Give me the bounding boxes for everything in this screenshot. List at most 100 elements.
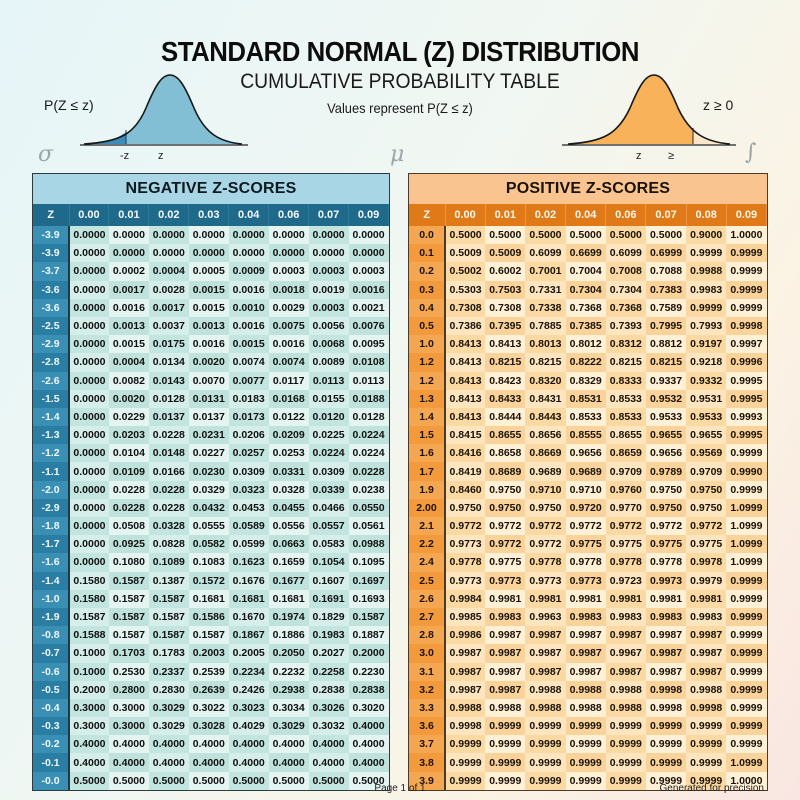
probability-cell: 0.0016 [188,335,229,354]
probability-cell: 0.9999 [485,717,526,736]
probability-cell: 0.7995 [645,316,687,336]
probability-cell: 0.9531 [686,389,727,408]
z-value-cell: -2.9 [33,335,70,354]
probability-cell: 0.8658 [485,444,526,463]
probability-cell: 0.0183 [228,389,269,408]
probability-cell: 0.0000 [69,480,109,499]
probability-cell: 0.8215 [525,353,566,372]
probability-cell: 0.0000 [69,553,109,572]
probability-cell: 0.7304 [605,280,646,299]
probability-cell: 0.9984 [445,589,486,608]
table-row: -1.3 0.0000 0.0203 0.0228 0.0231 0.0206 0.0209… [33,426,389,445]
probability-cell: 0.4000 [188,735,229,754]
probability-cell: 0.5000 [188,771,229,790]
probability-cell: 0.0029 [268,298,309,317]
probability-cell: 0.9999 [726,626,767,645]
z-value-cell: 0.4 [409,298,446,317]
probability-cell: 0.2838 [308,680,349,699]
probability-cell: 0.0228 [148,426,189,445]
z-value-cell: 2.1 [409,517,446,536]
right-normal-curve-icon [562,74,736,146]
probability-cell: 0.8655 [605,426,646,445]
probability-cell: 0.9750 [686,480,727,499]
probability-cell: 0.9999 [645,717,687,736]
left-axis-label-neg-z: -z [120,150,130,162]
probability-cell: 0.9999 [686,735,727,754]
probability-cell: 0.9987 [525,662,566,681]
probability-cell: 0.2639 [188,680,229,699]
table-row: -0.4 0.3000 0.3000 0.3029 0.3022 0.3023 0.3034… [33,698,389,718]
probability-cell: 0.0108 [348,353,389,372]
probability-cell: 0.9999 [726,589,767,608]
z-value-cell: -0.5 [33,680,70,699]
probability-cell: 0.1587 [69,607,109,627]
z-value-cell: 2.00 [409,498,446,517]
probability-cell: 0.9988 [605,680,646,699]
probability-cell: 0.1587 [108,589,149,608]
probability-cell: 0.1089 [148,553,189,572]
positive-table-title: POSITIVE Z-SCORES [409,174,767,204]
probability-cell: 0.9987 [686,626,727,645]
probability-cell: 0.9998 [645,698,687,718]
probability-cell: 0.9988 [525,698,566,718]
probability-cell: 0.9997 [726,335,767,354]
probability-cell: 0.0000 [69,498,109,517]
probability-cell: 0.8444 [485,407,526,427]
probability-cell: 0.2232 [268,662,309,681]
probability-cell: 0.2005 [228,644,269,663]
probability-cell: 0.0017 [108,280,149,299]
probability-cell: 0.9533 [645,407,687,427]
table-row: 0.4 0.7308 0.7308 0.7338 0.7368 0.7368 0.7589 0… [409,298,767,317]
probability-cell: 0.0003 [308,262,349,281]
probability-cell: 1.0999 [726,517,767,536]
probability-cell: 0.0074 [268,353,309,372]
probability-cell: 0.9775 [645,535,687,554]
probability-cell: 0.9999 [485,735,526,754]
table-row: 1.9 0.8460 0.9750 0.9710 0.9710 0.9760 0.9750 0… [409,480,767,499]
column-header: 0.07 [308,204,350,226]
probability-cell: 0.9778 [565,553,606,572]
probability-cell: 0.6999 [645,244,687,263]
probability-cell: 0.0089 [308,353,349,372]
probability-cell: 0.0000 [69,280,109,299]
probability-cell: 0.0000 [108,244,149,263]
z-value-cell: -1.7 [33,535,70,554]
probability-cell: 0.1580 [69,589,109,608]
probability-cell: 0.8423 [485,371,526,390]
probability-cell: 0.0013 [108,316,149,336]
probability-cell: 0.8443 [525,407,566,427]
probability-cell: 0.9981 [485,589,526,608]
probability-cell: 0.0988 [348,535,389,554]
probability-cell: 0.0925 [108,535,149,554]
table-row: 1.4 0.8413 0.8444 0.8443 0.8533 0.8533 0.9533 0… [409,407,767,427]
table-row: -0.2 0.4000 0.4000 0.4000 0.4000 0.4000 0.4000… [33,735,389,754]
probability-cell: 0.9789 [645,462,687,481]
probability-cell: 0.0016 [108,298,149,317]
probability-cell: 0.5009 [485,244,526,263]
probability-cell: 0.9775 [565,535,606,554]
probability-cell: 0.0230 [188,462,229,481]
z-value-cell: 1.3 [409,389,446,408]
probability-cell: 0.0021 [348,298,389,317]
probability-cell: 0.4000 [348,735,389,754]
probability-cell: 0.9999 [605,771,646,790]
probability-cell: 0.9987 [565,644,606,663]
probability-cell: 0.8413 [445,407,486,427]
probability-cell: 0.0013 [188,316,229,336]
probability-cell: 0.9983 [686,280,727,299]
z-value-cell: -0.0 [33,771,70,790]
probability-cell: 0.8659 [605,444,646,463]
probability-cell: 0.1829 [308,607,349,627]
probability-cell: 0.0004 [108,353,149,372]
probability-cell: 0.8415 [445,426,486,445]
table-row: 2.7 0.9985 0.9983 0.9963 0.9983 0.9983 0.9983 0… [409,607,767,627]
column-header: 0.09 [348,204,389,226]
probability-cell: 0.0003 [308,298,349,317]
z-value-cell: 3.8 [409,753,446,772]
probability-cell: 0.9999 [686,298,727,317]
probability-cell: 1.0000 [726,771,767,790]
probability-cell: 0.1676 [228,571,269,590]
table-row: 3.3 0.9988 0.9988 0.9988 0.9988 0.9988 0.9998 0… [409,698,767,718]
column-header: 0.08 [686,204,727,226]
z-value-cell: -3.9 [33,244,70,263]
